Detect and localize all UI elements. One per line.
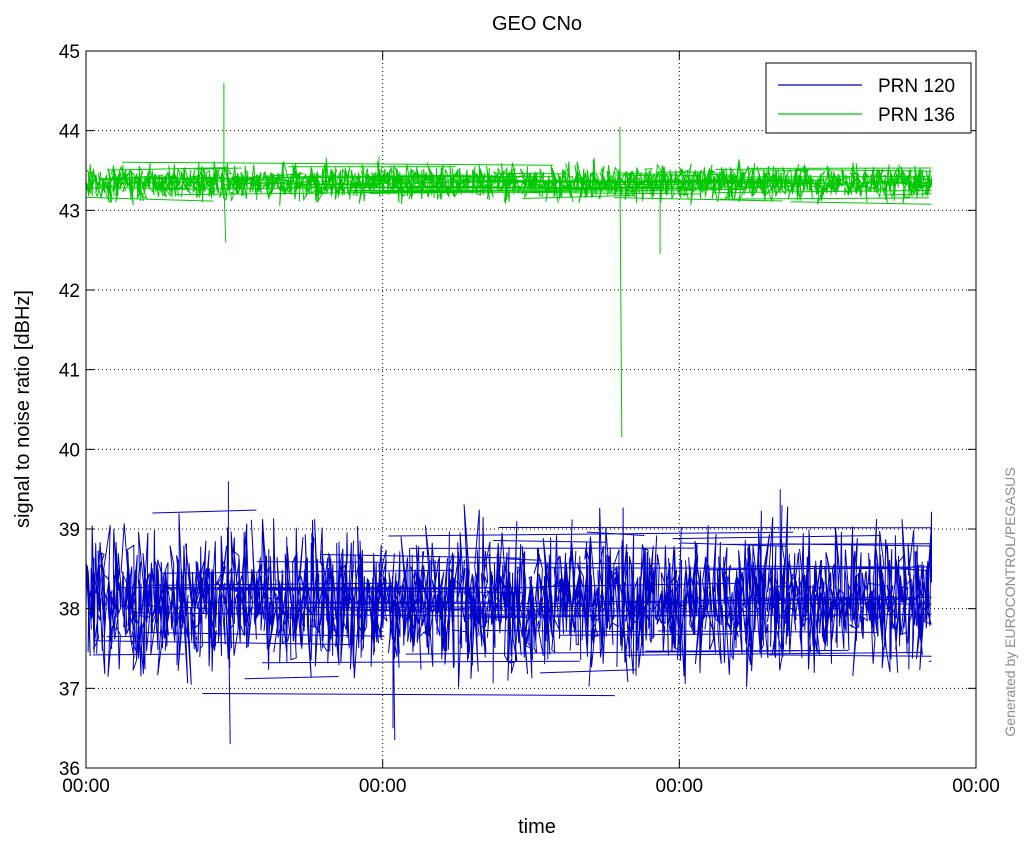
series-spike bbox=[619, 126, 623, 438]
y-tick-label: 42 bbox=[59, 281, 80, 302]
legend-label: PRN 136 bbox=[878, 105, 955, 126]
x-tick-label: 00:00 bbox=[952, 776, 1000, 797]
series-prn-120 bbox=[85, 481, 932, 745]
tick-marks bbox=[85, 50, 977, 769]
x-tick-label: 00:00 bbox=[656, 776, 704, 797]
axes-box bbox=[85, 50, 977, 769]
y-tick-label: 44 bbox=[59, 122, 81, 143]
y-tick-label: 37 bbox=[59, 679, 80, 700]
series-data bbox=[85, 82, 932, 745]
legend-label: PRN 120 bbox=[878, 76, 955, 97]
y-tick-label: 45 bbox=[59, 42, 80, 63]
series-line bbox=[85, 156, 932, 207]
x-axis-label: time bbox=[518, 816, 556, 838]
series-spike bbox=[392, 600, 396, 741]
x-tick-label: 00:00 bbox=[359, 776, 407, 797]
y-tick-label: 36 bbox=[59, 759, 80, 780]
chart-title: GEO CNo bbox=[492, 13, 582, 35]
y-tick-label: 41 bbox=[59, 361, 80, 382]
y-tick-label: 43 bbox=[59, 201, 80, 222]
series-spike bbox=[779, 489, 783, 601]
series-line-strokes bbox=[86, 161, 932, 205]
legend: PRN 120 PRN 136 bbox=[765, 62, 972, 134]
series-line-strokes bbox=[92, 509, 932, 697]
series-prn-136 bbox=[85, 82, 932, 438]
watermark-text: Generated by EUROCONTROL/PEGASUS bbox=[1002, 467, 1018, 736]
y-axis-label: signal to noise ratio [dBHz] bbox=[12, 290, 34, 528]
y-tick-label: 38 bbox=[59, 600, 80, 621]
legend-box bbox=[765, 62, 972, 134]
series-spike bbox=[223, 82, 227, 243]
y-tick-labels: 36 37 38 39 40 41 42 43 44 45 bbox=[59, 42, 81, 780]
y-tick-label: 40 bbox=[59, 440, 80, 461]
x-tick-labels: 00:00 00:00 00:00 00:00 bbox=[62, 776, 1000, 797]
x-tick-label: 00:00 bbox=[62, 776, 110, 797]
series-spike bbox=[227, 481, 231, 745]
y-tick-label: 39 bbox=[59, 520, 80, 541]
